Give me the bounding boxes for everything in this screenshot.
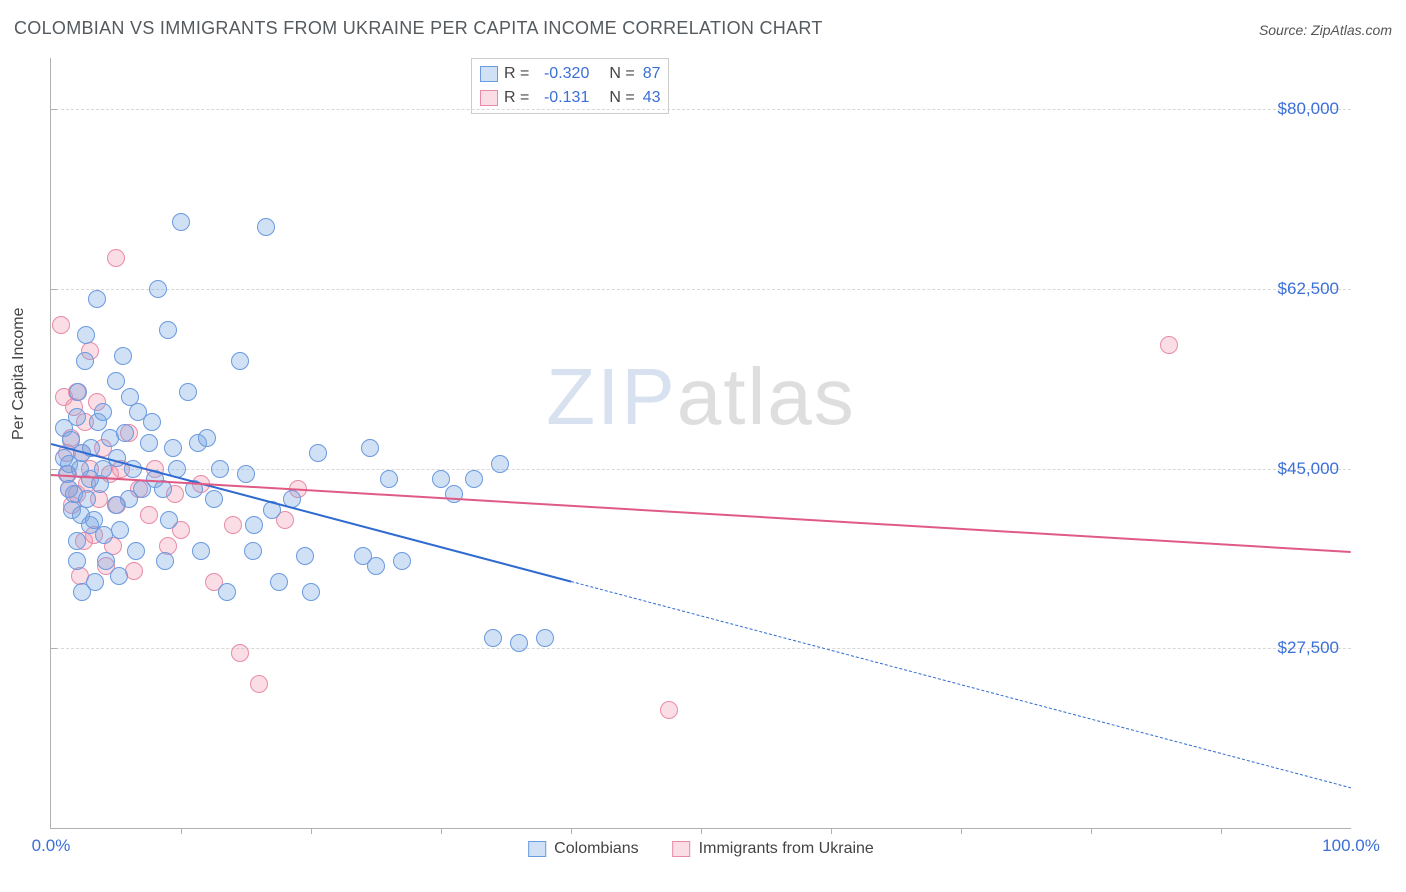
bottom-legend: Colombians Immigrants from Ukraine bbox=[528, 840, 874, 858]
scatter-point bbox=[107, 372, 125, 390]
scatter-point bbox=[159, 321, 177, 339]
legend-label-1: Immigrants from Ukraine bbox=[699, 840, 874, 858]
scatter-point bbox=[393, 552, 411, 570]
scatter-point bbox=[237, 465, 255, 483]
scatter-point bbox=[361, 439, 379, 457]
scatter-point bbox=[127, 542, 145, 560]
scatter-point bbox=[309, 444, 327, 462]
y-axis-title: Per Capita Income bbox=[10, 307, 28, 440]
scatter-point bbox=[114, 347, 132, 365]
x-tick bbox=[701, 828, 702, 834]
scatter-point bbox=[97, 552, 115, 570]
scatter-point bbox=[156, 552, 174, 570]
scatter-point bbox=[302, 583, 320, 601]
scatter-point bbox=[484, 629, 502, 647]
chart-title: COLOMBIAN VS IMMIGRANTS FROM UKRAINE PER… bbox=[14, 18, 823, 39]
scatter-point bbox=[69, 383, 87, 401]
scatter-point bbox=[244, 542, 262, 560]
scatter-point bbox=[211, 460, 229, 478]
scatter-point bbox=[224, 516, 242, 534]
scatter-point bbox=[179, 383, 197, 401]
scatter-point bbox=[205, 490, 223, 508]
scatter-point bbox=[465, 470, 483, 488]
scatter-point bbox=[491, 455, 509, 473]
scatter-point bbox=[172, 213, 190, 231]
scatter-point bbox=[94, 403, 112, 421]
scatter-point bbox=[140, 506, 158, 524]
scatter-point bbox=[125, 562, 143, 580]
scatter-point bbox=[107, 249, 125, 267]
scatter-point bbox=[111, 521, 129, 539]
legend-swatch-0 bbox=[528, 841, 546, 857]
scatter-point bbox=[250, 675, 268, 693]
legend-item-0: Colombians bbox=[528, 840, 638, 858]
scatter-point bbox=[198, 429, 216, 447]
x-tick bbox=[961, 828, 962, 834]
clip-layer bbox=[51, 58, 1351, 828]
scatter-point bbox=[192, 542, 210, 560]
scatter-point bbox=[116, 424, 134, 442]
scatter-point bbox=[270, 573, 288, 591]
legend-swatch-1 bbox=[673, 841, 691, 857]
scatter-point bbox=[77, 326, 95, 344]
legend-label-0: Colombians bbox=[554, 840, 638, 858]
chart-container: COLOMBIAN VS IMMIGRANTS FROM UKRAINE PER… bbox=[0, 0, 1406, 892]
scatter-point bbox=[257, 218, 275, 236]
trend-line bbox=[51, 474, 1351, 553]
x-tick bbox=[311, 828, 312, 834]
scatter-point bbox=[432, 470, 450, 488]
x-tick bbox=[571, 828, 572, 834]
scatter-point bbox=[218, 583, 236, 601]
x-tick bbox=[1221, 828, 1222, 834]
scatter-point bbox=[160, 511, 178, 529]
scatter-point bbox=[536, 629, 554, 647]
x-tick bbox=[181, 828, 182, 834]
trend-line bbox=[571, 581, 1351, 788]
scatter-point bbox=[52, 316, 70, 334]
scatter-point bbox=[110, 567, 128, 585]
scatter-point bbox=[296, 547, 314, 565]
scatter-point bbox=[164, 439, 182, 457]
scatter-point bbox=[68, 532, 86, 550]
scatter-point bbox=[231, 644, 249, 662]
scatter-point bbox=[445, 485, 463, 503]
scatter-point bbox=[149, 280, 167, 298]
scatter-point bbox=[68, 552, 86, 570]
scatter-point bbox=[86, 573, 104, 591]
scatter-point bbox=[245, 516, 263, 534]
scatter-point bbox=[367, 557, 385, 575]
scatter-point bbox=[88, 290, 106, 308]
scatter-point bbox=[143, 413, 161, 431]
scatter-point bbox=[231, 352, 249, 370]
scatter-point bbox=[660, 701, 678, 719]
x-tick-label: 0.0% bbox=[32, 836, 71, 856]
scatter-point bbox=[380, 470, 398, 488]
scatter-point bbox=[140, 434, 158, 452]
legend-item-1: Immigrants from Ukraine bbox=[673, 840, 874, 858]
x-tick bbox=[1091, 828, 1092, 834]
plot-area: ZIPatlas R = -0.320 N = 87 R = -0.131 N … bbox=[50, 58, 1351, 829]
scatter-point bbox=[1160, 336, 1178, 354]
source-label: Source: ZipAtlas.com bbox=[1259, 22, 1392, 38]
x-tick-label: 100.0% bbox=[1322, 836, 1380, 856]
scatter-point bbox=[78, 490, 96, 508]
scatter-point bbox=[68, 408, 86, 426]
x-tick bbox=[831, 828, 832, 834]
scatter-point bbox=[76, 352, 94, 370]
scatter-point bbox=[510, 634, 528, 652]
x-tick bbox=[441, 828, 442, 834]
